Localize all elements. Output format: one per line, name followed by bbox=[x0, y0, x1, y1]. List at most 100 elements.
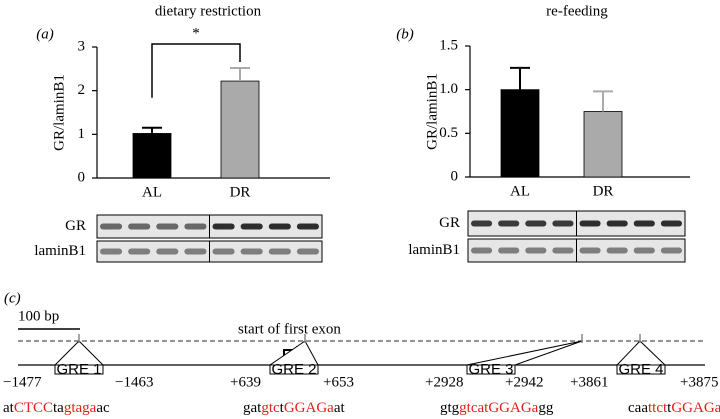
blot-band bbox=[100, 223, 123, 230]
position-label: +3861 bbox=[570, 374, 608, 390]
sequence-part: gtg bbox=[440, 400, 460, 416]
sequence: atCTCCtagtagaac bbox=[3, 400, 110, 416]
position-label: +653 bbox=[323, 374, 354, 390]
gre-label: GRE 3 bbox=[468, 361, 513, 378]
blot-band bbox=[156, 223, 179, 230]
x-tick-label: DR bbox=[593, 183, 614, 199]
blot-band bbox=[212, 248, 235, 255]
blot-band bbox=[471, 220, 493, 227]
blot-band bbox=[498, 220, 520, 227]
blot-band bbox=[184, 248, 207, 255]
sequence-part: at bbox=[3, 400, 15, 416]
x-tick-label: AL bbox=[510, 183, 530, 199]
bar bbox=[220, 80, 260, 179]
blot-band bbox=[128, 223, 151, 230]
sequence-part: CTCC bbox=[14, 400, 53, 416]
blot-band bbox=[633, 220, 655, 227]
blot-band bbox=[525, 220, 547, 227]
blot-band bbox=[498, 247, 520, 254]
blot-band bbox=[184, 223, 207, 230]
sequence: gtggtcatGGAGagg bbox=[440, 400, 554, 416]
y-tick-label: 1.0 bbox=[439, 81, 458, 97]
blot-band bbox=[156, 248, 179, 255]
blot-band bbox=[606, 247, 628, 254]
blot-band bbox=[128, 248, 151, 255]
y-tick-label: 0 bbox=[451, 168, 459, 184]
sequence-part: gtc bbox=[261, 400, 280, 416]
gre-box bbox=[466, 364, 516, 375]
sequence-part: gat bbox=[243, 400, 262, 416]
position-label: −1477 bbox=[3, 374, 42, 390]
blot-band bbox=[268, 223, 291, 230]
chart-title: re-feeding bbox=[546, 3, 608, 19]
sequence-part: gtcatGGAGa bbox=[459, 400, 538, 416]
blot-band bbox=[633, 247, 655, 254]
sequence-part: gtaga bbox=[64, 400, 97, 416]
blot-band bbox=[240, 248, 263, 255]
blot-band bbox=[296, 248, 319, 255]
bar bbox=[583, 111, 623, 178]
sequence-part: ttct bbox=[648, 400, 668, 416]
significance-label: * bbox=[192, 25, 200, 41]
blot-label: GR bbox=[65, 218, 86, 234]
sequence-part: t bbox=[667, 400, 672, 416]
position-label: +639 bbox=[230, 374, 261, 390]
scale-label: 100 bp bbox=[18, 308, 59, 324]
gre-box bbox=[54, 364, 104, 375]
bar bbox=[132, 133, 172, 179]
gre-box bbox=[269, 364, 319, 375]
blot-band bbox=[552, 220, 574, 227]
position-label: +2942 bbox=[505, 374, 543, 390]
blot-label: laminB1 bbox=[34, 243, 86, 259]
x-tick-label: AL bbox=[142, 184, 162, 200]
gre-label: GRE 1 bbox=[56, 361, 101, 378]
blot-band bbox=[660, 247, 682, 254]
y-tick-label: 0.5 bbox=[439, 125, 458, 141]
blot-band bbox=[552, 247, 574, 254]
sequence-part: GGAGa bbox=[671, 400, 720, 416]
blot-band bbox=[212, 223, 235, 230]
blot-band bbox=[268, 248, 291, 255]
blot-band bbox=[579, 247, 601, 254]
blot-label: GR bbox=[439, 215, 460, 231]
sequence-part: gg bbox=[538, 400, 554, 416]
gre-label: GRE 4 bbox=[618, 361, 663, 378]
blot-label: laminB1 bbox=[408, 242, 460, 258]
y-axis-label: GR/laminB1 bbox=[51, 74, 67, 151]
gre-label: GRE 2 bbox=[271, 361, 316, 378]
sequence-part: at bbox=[334, 400, 346, 416]
bar bbox=[500, 89, 540, 178]
blot-band bbox=[471, 247, 493, 254]
sequence-part: t bbox=[280, 400, 285, 416]
sequence-part: GGAGa bbox=[284, 400, 334, 416]
blot-band bbox=[240, 223, 263, 230]
y-tick-label: 3 bbox=[78, 38, 86, 54]
blot-band bbox=[525, 247, 547, 254]
position-label: −1463 bbox=[115, 374, 153, 390]
chart-title: dietary restriction bbox=[155, 3, 262, 19]
sequence-part: ac bbox=[96, 400, 110, 416]
gre-box bbox=[616, 364, 666, 375]
sequence: gatgtctGGAGaat bbox=[243, 400, 345, 416]
panel-label: (a) bbox=[36, 26, 54, 42]
y-tick-label: 2 bbox=[78, 82, 86, 98]
position-label: +2928 bbox=[425, 374, 463, 390]
blot-band bbox=[296, 223, 319, 230]
blot-band bbox=[606, 220, 628, 227]
sequence-part: caa bbox=[628, 400, 648, 416]
position-label: +3875 bbox=[680, 374, 718, 390]
x-tick-label: DR bbox=[230, 184, 251, 200]
y-tick-label: 0 bbox=[78, 169, 86, 185]
sequence: caattcttGGAGaat bbox=[628, 400, 720, 416]
panel-label: (b) bbox=[396, 26, 414, 42]
blot-band bbox=[100, 248, 123, 255]
blot-band bbox=[579, 220, 601, 227]
significance-bracket bbox=[151, 43, 241, 98]
y-tick-label: 1.5 bbox=[439, 37, 458, 53]
exon-label: start of first exon bbox=[238, 321, 341, 337]
panel-label: (c) bbox=[4, 290, 21, 306]
blot-band bbox=[660, 220, 682, 227]
y-tick-label: 1 bbox=[78, 126, 86, 142]
sequence-part: ta bbox=[53, 400, 64, 416]
